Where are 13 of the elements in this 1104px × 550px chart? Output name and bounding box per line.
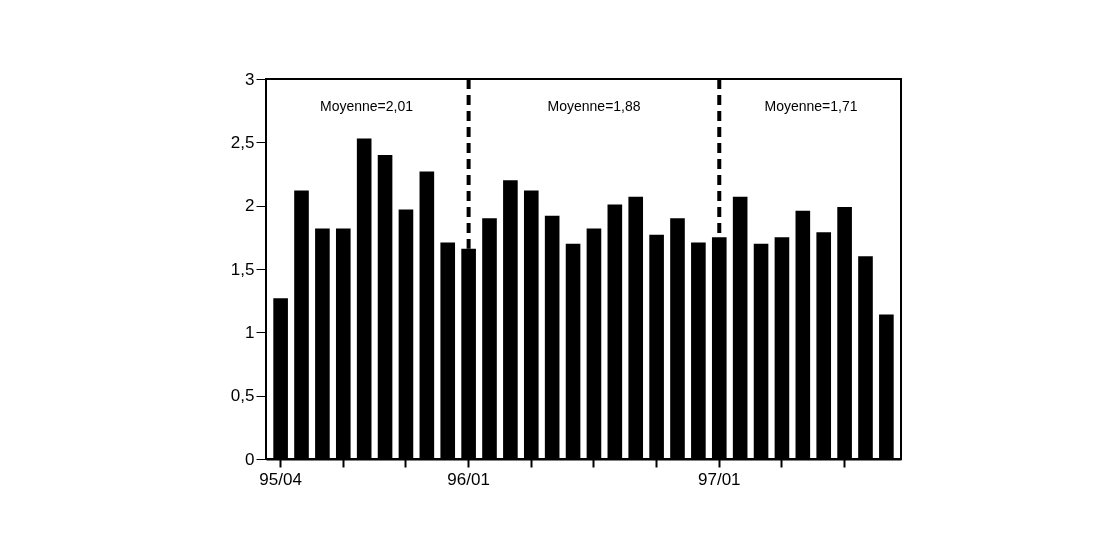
y-tick-label: 2 bbox=[245, 196, 255, 216]
x-tick-label: 95/04 bbox=[259, 469, 302, 489]
x-tick-label: 97/01 bbox=[698, 469, 741, 489]
annotation: Moyenne=1,88 bbox=[547, 98, 641, 114]
y-tick-label: 1 bbox=[245, 322, 255, 342]
y-tick-label: 2,5 bbox=[230, 132, 255, 152]
x-tick-label: 96/01 bbox=[447, 469, 490, 489]
y-tick-label: 0 bbox=[245, 449, 255, 469]
y-tick-label: 1,5 bbox=[230, 259, 255, 279]
y-tick-label: 0,5 bbox=[230, 386, 255, 406]
y-tick-label: 3 bbox=[245, 69, 255, 89]
annotation: Moyenne=2,01 bbox=[320, 98, 414, 114]
annotation: Moyenne=1,71 bbox=[764, 98, 858, 114]
